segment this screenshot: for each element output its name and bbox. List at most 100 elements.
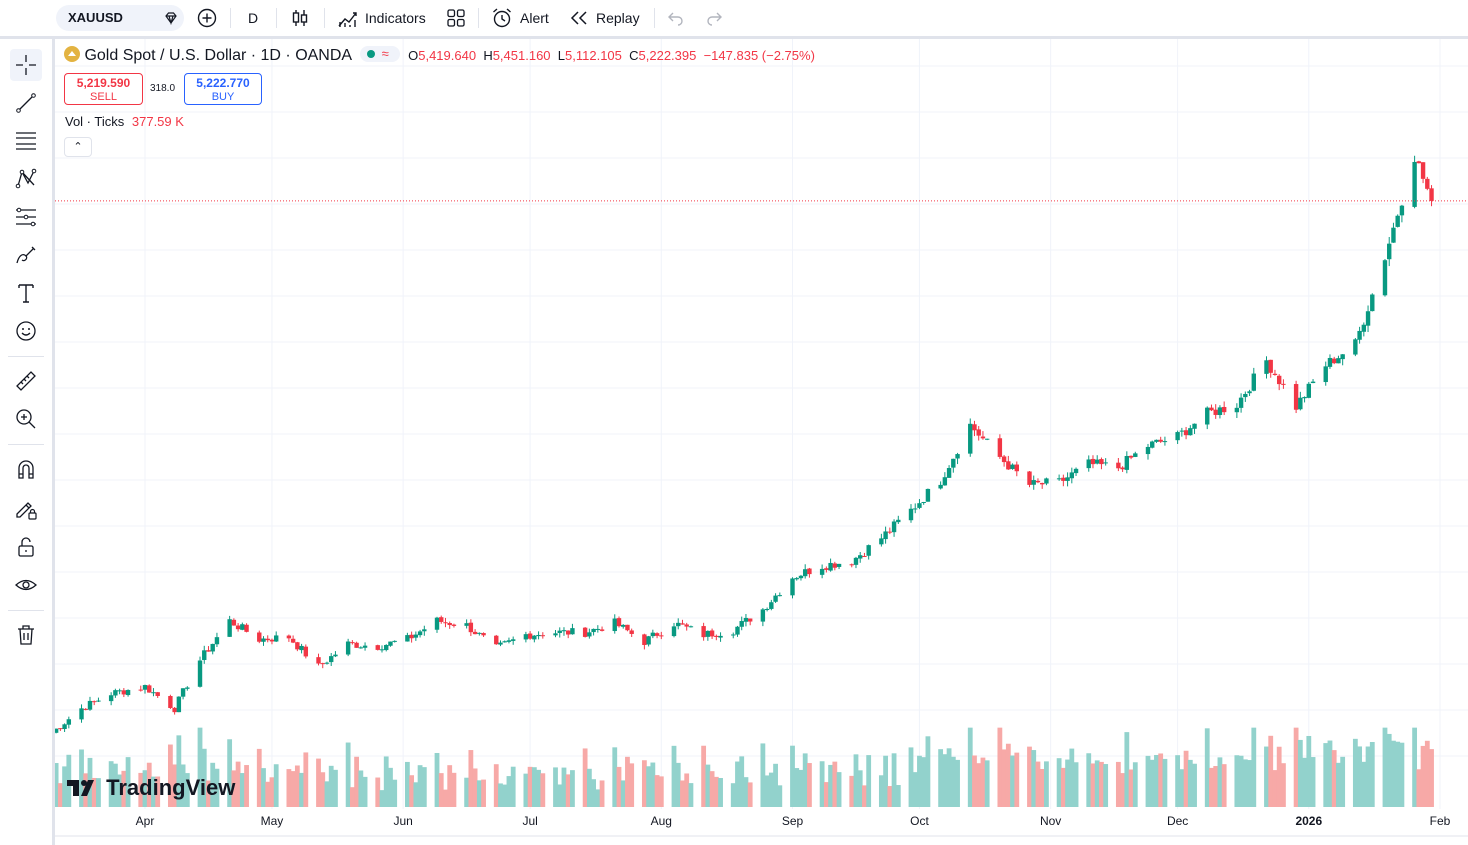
symbol-label: XAUUSD: [68, 10, 123, 25]
buy-button[interactable]: 5,222.770 BUY: [184, 73, 262, 105]
volume-bar: [760, 743, 766, 807]
pattern-tool[interactable]: [10, 163, 42, 195]
lock-tool[interactable]: [10, 531, 42, 563]
interval-button[interactable]: D: [248, 10, 259, 26]
magnet-tool[interactable]: [10, 453, 42, 485]
volume-bar: [256, 748, 262, 807]
volume-bar: [718, 778, 723, 807]
candle-body: [92, 701, 97, 703]
volume-bar: [887, 786, 893, 807]
candle-body: [887, 531, 893, 533]
volume-bar: [1327, 740, 1333, 807]
collapse-legend-button[interactable]: ⌃: [64, 137, 92, 157]
candle-body: [561, 630, 567, 632]
crosshair-tool[interactable]: [10, 49, 42, 81]
volume-bar: [1306, 735, 1312, 807]
undo-icon[interactable]: [666, 8, 686, 28]
magnet-icon: [18, 460, 34, 479]
candle-body: [1331, 358, 1337, 364]
candle-body: [358, 647, 364, 649]
volume-bar: [464, 777, 470, 807]
volume-bar: [1352, 738, 1358, 807]
remove-drawings-tool[interactable]: [10, 619, 42, 651]
redo-icon[interactable]: [704, 8, 724, 28]
candle-body: [269, 639, 275, 642]
replay-button[interactable]: Replay: [596, 10, 640, 26]
volume-bar: [1060, 767, 1066, 807]
candle-body: [506, 640, 512, 642]
volume-bar: [1158, 753, 1164, 807]
text-tool[interactable]: [10, 277, 42, 309]
sell-label: SELL: [90, 91, 117, 103]
volume-bar: [586, 768, 592, 807]
candle-body: [117, 690, 122, 692]
symbol-title[interactable]: Gold Spot / U.S. Dollar · 1D · OANDA: [84, 47, 352, 64]
indicators-button[interactable]: Indicators: [365, 10, 426, 26]
price-chart[interactable]: [55, 39, 1468, 845]
volume-bar: [1297, 739, 1303, 807]
candle-body: [1027, 471, 1032, 485]
volume-bar: [1221, 764, 1227, 807]
volume-bar: [151, 776, 156, 807]
candle-body: [324, 662, 330, 664]
volume-bar: [1213, 766, 1219, 807]
volume-bar: [853, 754, 859, 807]
x-axis-tick-label: Dec: [1166, 814, 1189, 828]
volume-bar: [582, 748, 588, 807]
brush-tool[interactable]: [10, 239, 42, 271]
candle-body: [773, 595, 778, 602]
volume-bar: [553, 767, 558, 807]
trend-line-tool[interactable]: [10, 87, 42, 119]
volume-bar: [955, 759, 960, 807]
candle-body: [108, 695, 114, 702]
volume-bar: [743, 777, 749, 807]
add-symbol-icon[interactable]: [196, 7, 218, 29]
chart-legend: Gold Spot / U.S. Dollar · 1D · OANDA ≈ O…: [64, 45, 815, 67]
volume-label[interactable]: Vol · Ticks: [65, 114, 125, 129]
volume-bar: [184, 773, 190, 807]
high-value: 5,451.160: [492, 48, 551, 63]
candle-body: [913, 508, 918, 510]
volume-bar: [1416, 769, 1422, 807]
candle-body: [1234, 407, 1240, 413]
candle-body: [87, 700, 93, 710]
emoji-tool[interactable]: [10, 315, 42, 347]
drawing-mode-tool[interactable]: [10, 493, 42, 525]
candles-icon[interactable]: [289, 7, 311, 29]
volume-bar: [358, 770, 364, 807]
volume-bar: [658, 776, 664, 807]
toolbar-divider: [324, 8, 325, 28]
candle-body: [879, 538, 884, 545]
volume-bar: [1302, 757, 1307, 807]
volume-bar: [96, 778, 101, 807]
candle-body: [671, 626, 677, 637]
volume-bar: [201, 748, 207, 807]
measure-tool[interactable]: [10, 365, 42, 397]
visibility-tool[interactable]: [10, 569, 42, 601]
alert-button[interactable]: Alert: [520, 10, 549, 26]
layout-grid-icon[interactable]: [445, 7, 467, 29]
candle-body: [1353, 339, 1358, 355]
symbol-search[interactable]: XAUUSD: [56, 5, 184, 31]
candle-body: [206, 650, 211, 652]
candle-body: [405, 635, 410, 642]
fib-tool[interactable]: [10, 201, 42, 233]
sell-button[interactable]: 5,219.590 SELL: [64, 73, 143, 105]
tradingview-logo[interactable]: TradingView: [66, 774, 235, 802]
volume-bar: [1014, 752, 1020, 807]
volume-bar: [536, 769, 541, 807]
candle-body: [66, 719, 72, 725]
volume-bar: [1365, 746, 1371, 807]
horizontal-lines-tool[interactable]: [10, 125, 42, 157]
volume-bar: [976, 763, 982, 807]
volume-bar: [413, 782, 419, 807]
volume-bar: [790, 745, 795, 807]
market-status-badge[interactable]: ≈: [359, 46, 400, 62]
volume-bar: [303, 752, 309, 807]
volume-bar: [451, 772, 457, 807]
candle-body: [303, 646, 309, 657]
volume-bar: [362, 776, 368, 807]
volume-bar: [1264, 746, 1269, 807]
zoom-tool[interactable]: [10, 403, 42, 435]
volume-bar: [768, 772, 774, 807]
